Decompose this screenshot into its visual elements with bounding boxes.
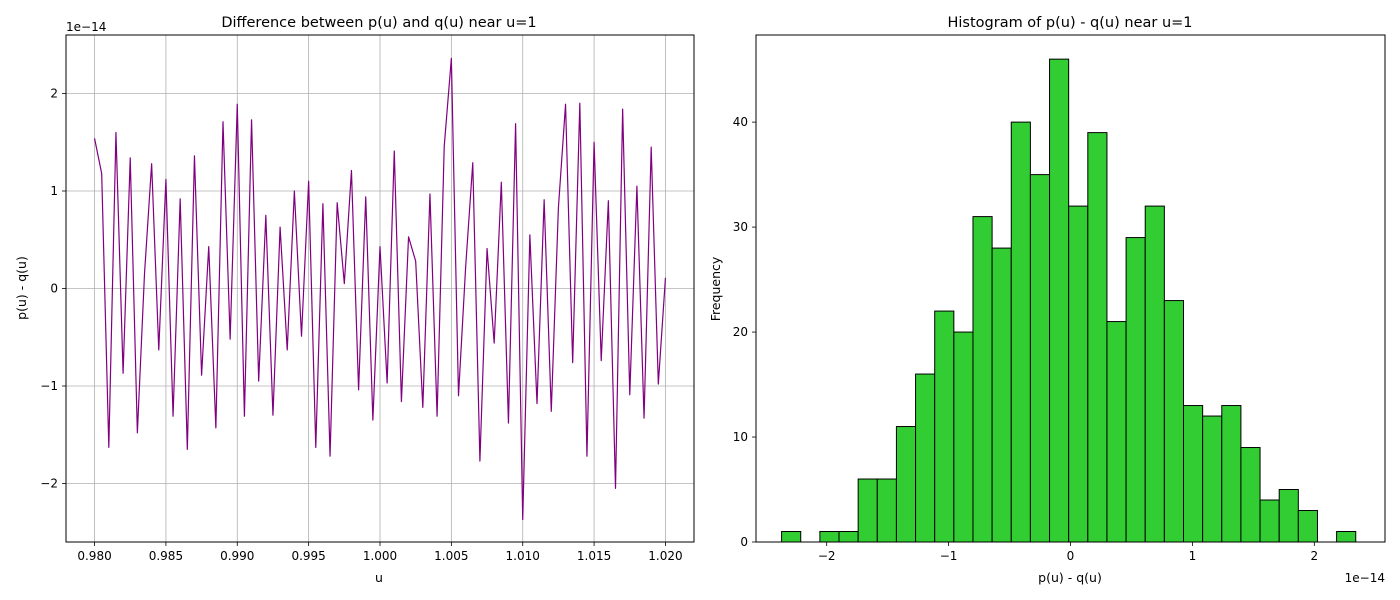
x-tick-label: 2 (1310, 549, 1318, 563)
histogram-bar (915, 373, 936, 543)
y-tick-label: 30 (733, 220, 748, 234)
histogram-bar (1221, 405, 1242, 543)
histogram-bar (838, 531, 859, 543)
x-tick-label: 0 (1067, 549, 1075, 563)
x-tick-label: −1 (940, 549, 958, 563)
x-tick-label: 0.995 (291, 549, 325, 563)
x-tick-label: 1.020 (648, 549, 682, 563)
x-tick-label: 0.980 (77, 549, 111, 563)
x-tick-label: −2 (818, 549, 836, 563)
y-tick-label: −1 (40, 379, 58, 393)
histogram-bar (991, 247, 1012, 543)
histogram-bar (1278, 489, 1299, 543)
line-chart-difference: 0.980 0.985 0.990 0.995 1.000 1.005 1.010 1.015… (14, 15, 695, 585)
histogram-bar (1029, 174, 1051, 543)
histogram-bar (1163, 300, 1185, 543)
histogram-x-axis-label: p(u) - q(u) (1038, 570, 1102, 585)
histogram-bars (781, 58, 1357, 543)
histogram-bar (819, 531, 840, 543)
y-tick-label: 2 (50, 87, 58, 101)
line-chart-x-axis-label: u (375, 570, 383, 585)
x-tick-label: 1.010 (506, 549, 540, 563)
histogram-bar (1336, 531, 1357, 543)
x-tick-label: 1.015 (577, 549, 611, 563)
histogram-bar (857, 478, 878, 543)
histogram-chart: −2 −1 0 1 2 0 10 20 30 40 Histogram of p(u) - q(… (708, 15, 1386, 585)
histogram-bar (1240, 447, 1261, 543)
y-tick-label: −2 (40, 477, 58, 491)
histogram-bar (1259, 499, 1280, 543)
histogram-bar (1125, 237, 1146, 543)
histogram-bar (934, 310, 955, 543)
histogram-bar (953, 331, 974, 543)
y-tick-label: 0 (740, 535, 748, 549)
x-tick-label: 0.985 (149, 549, 183, 563)
histogram-x-ticks: −2 −1 0 1 2 (818, 542, 1318, 563)
histogram-bar (1202, 415, 1223, 543)
histogram-bar (1068, 205, 1089, 543)
x-tick-label: 1.000 (363, 549, 397, 563)
histogram-y-axis-label: Frequency (708, 256, 723, 321)
line-chart-y-offset-text: 1e−14 (66, 20, 106, 34)
histogram-bar (1106, 321, 1127, 543)
histogram-bar (876, 478, 897, 543)
histogram-bar (895, 426, 917, 543)
line-chart-title: Difference between p(u) and q(u) near u=… (221, 15, 536, 31)
y-tick-label: 20 (733, 325, 748, 339)
line-chart-x-ticks: 0.980 0.985 0.990 0.995 1.000 1.005 1.010 1.015… (77, 542, 683, 563)
y-tick-label: 10 (733, 430, 748, 444)
x-tick-label: 1.005 (434, 549, 468, 563)
line-chart-y-axis-label: p(u) - q(u) (14, 256, 29, 320)
histogram-bar (1297, 510, 1318, 543)
line-chart-y-ticks: −2 −1 0 1 2 (40, 87, 66, 491)
y-tick-label: 40 (733, 115, 748, 129)
histogram-bar (781, 531, 802, 543)
histogram-bar (1144, 205, 1165, 543)
line-chart-plot-area (93, 57, 667, 521)
x-tick-label: 0.990 (220, 549, 254, 563)
difference-series-line (93, 57, 667, 521)
y-tick-label: 0 (50, 282, 58, 296)
histogram-bar (1087, 132, 1108, 543)
histogram-x-offset-text: 1e−14 (1345, 571, 1385, 585)
histogram-y-ticks: 0 10 20 30 40 (733, 115, 756, 549)
histogram-title: Histogram of p(u) - q(u) near u=1 (947, 15, 1192, 31)
histogram-bar (1049, 58, 1070, 543)
y-tick-label: 1 (50, 184, 58, 198)
histogram-bar (1183, 405, 1204, 543)
x-tick-label: 1 (1189, 549, 1197, 563)
histogram-bar (1010, 121, 1031, 543)
histogram-bar (972, 216, 993, 543)
